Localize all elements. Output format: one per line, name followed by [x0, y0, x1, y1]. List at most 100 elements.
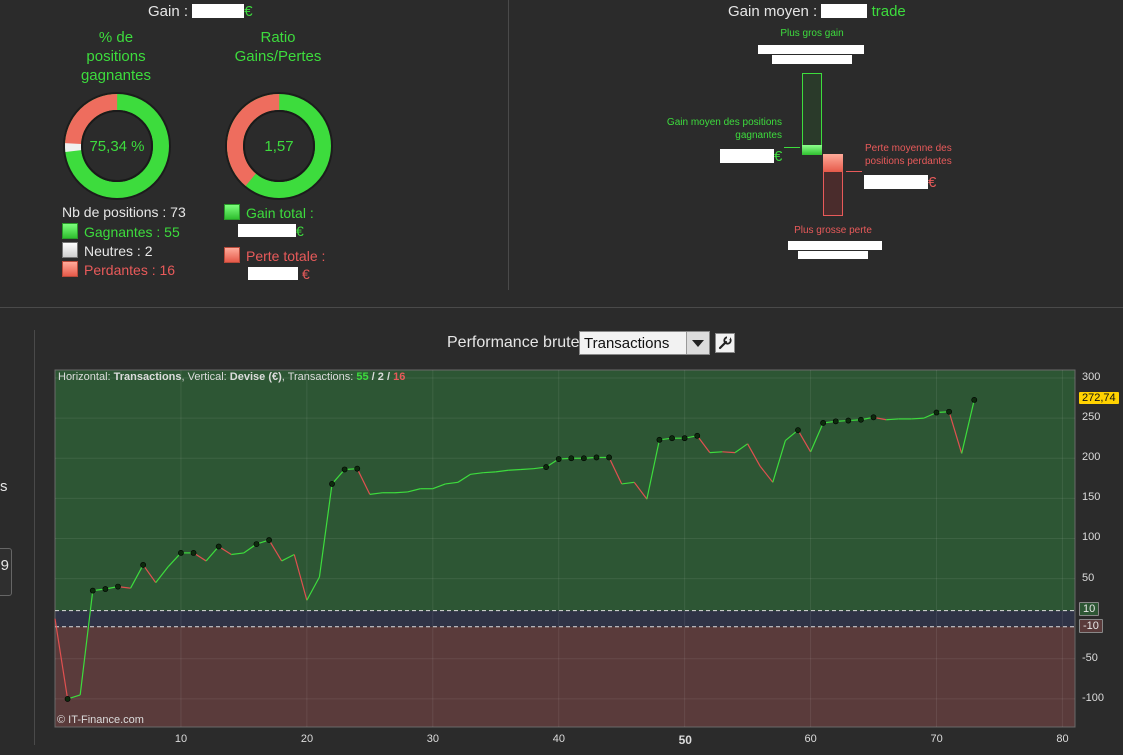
trade-marker [681, 435, 688, 442]
gain-arrow-icon [784, 147, 800, 148]
trade-marker [178, 550, 184, 556]
winning-swatch-icon [62, 223, 78, 239]
gain-total-currency: € [296, 223, 304, 239]
info-loss-count: 16 [393, 371, 406, 383]
equity-segment [722, 451, 736, 454]
negative-zone [55, 626, 1075, 727]
equity-segment [142, 564, 157, 583]
equity-segment [331, 469, 346, 485]
y-tick-label: 50 [1082, 571, 1095, 584]
x-tick-label: 60 [804, 733, 817, 745]
trade-marker [580, 455, 587, 462]
trade-marker [329, 481, 335, 487]
gain-moyen-positions-value: € [720, 148, 782, 165]
equity-segment [483, 471, 496, 474]
legend-winning: Gagnantes : 55 [62, 223, 180, 240]
gain-total-value: € [238, 223, 304, 239]
equity-segment [54, 618, 69, 700]
equity-segment [709, 451, 723, 454]
equity-segment [167, 552, 182, 567]
transactions-dropdown[interactable]: Transactions [579, 331, 710, 355]
perte-totale-currency: € [302, 266, 310, 282]
info-vertical-value: Devise (€) [229, 371, 282, 383]
trade-marker [870, 414, 877, 421]
plus-gros-gain-label: Plus gros gain [780, 28, 844, 39]
equity-segment [281, 553, 295, 562]
gain-moyen-positions-redacted [720, 149, 774, 163]
equity-segment [886, 418, 899, 421]
equity-segment [432, 483, 446, 490]
ratio-donut: 1,57 [225, 92, 333, 200]
equity-segment [759, 465, 774, 483]
losing-count: Perdantes : 16 [84, 262, 176, 278]
trade-marker [568, 455, 575, 462]
info-sep-2: / [383, 371, 394, 383]
equity-segment [318, 483, 333, 578]
gain-moyen-positions-currency: € [774, 148, 783, 165]
loss-bar-fill [823, 154, 843, 172]
equity-segment [961, 399, 975, 454]
gain-currency: € [244, 3, 253, 20]
gain-value-redacted [192, 4, 245, 18]
perte-moyenne-positions-redacted [864, 175, 928, 189]
equity-segment [445, 481, 459, 485]
equity-segment [508, 468, 521, 471]
y-tick-label: 200 [1082, 451, 1101, 464]
plot-frame [54, 369, 1076, 728]
trade-marker [694, 432, 701, 439]
chevron-down-icon[interactable] [686, 332, 709, 354]
trade-marker [190, 550, 197, 556]
trade-marker [606, 454, 612, 461]
equity-segment [231, 552, 244, 556]
equity-segment [911, 417, 924, 420]
pct-winning-value: 75,34 % [89, 138, 144, 155]
neutral-count: Neutres : 2 [84, 243, 153, 259]
trade-marker [971, 396, 978, 403]
legend-neutral: Neutres : 2 [62, 242, 152, 259]
donut-loss-arc [227, 94, 331, 198]
trade-marker [858, 416, 864, 423]
plus-gros-gain-redacted-2 [772, 55, 852, 64]
info-win-count: 55 [356, 371, 369, 383]
plus-grosse-perte-redacted [788, 241, 882, 250]
x-tick-label: 80 [1056, 733, 1069, 745]
x-tick-label: 30 [426, 733, 440, 745]
y-tick-label: -50 [1082, 651, 1098, 664]
trade-marker [933, 409, 940, 416]
gain-moyen-suffix: trade [871, 3, 906, 20]
y-tick-label: 300 [1082, 371, 1101, 384]
equity-segment [130, 564, 144, 589]
trade-marker [102, 586, 109, 592]
trade-marker [89, 587, 96, 594]
winning-count: Gagnantes : 55 [84, 224, 180, 240]
left-fragment-box-text: 9 [0, 557, 9, 574]
trade-marker [215, 543, 222, 550]
equity-segment [155, 566, 169, 583]
perte-moyenne-positions-currency: € [928, 174, 937, 191]
left-panel-divider [34, 330, 35, 745]
plus-grosse-perte-label: Plus grosse perte [794, 225, 872, 236]
equity-segment [608, 457, 623, 485]
left-fragment-box[interactable]: 9 [0, 548, 12, 596]
chart-info-line: Horizontal: Transactions, Vertical: Devi… [58, 371, 405, 383]
gain-total-label: Gain total : [246, 205, 314, 221]
equity-segment [407, 488, 421, 493]
info-horizontal-label: Horizontal: [58, 371, 114, 383]
x-tick-label: 50 [678, 733, 692, 747]
equity-segment [747, 443, 761, 467]
trade-marker [253, 541, 260, 547]
trade-marker [543, 464, 550, 470]
perte-totale-redacted [248, 267, 298, 280]
chart-title: Performance brute [447, 334, 580, 351]
loss-arrow-icon [846, 171, 862, 172]
gain-total-redacted [238, 224, 296, 237]
equity-segment [495, 469, 509, 473]
upper-band-tag: 10 [1079, 602, 1100, 616]
info-sep-1: / [368, 371, 378, 383]
trade-marker [832, 418, 839, 425]
trade-marker [669, 435, 675, 442]
wrench-settings-button[interactable] [715, 333, 735, 353]
y-tick-label: 150 [1082, 491, 1101, 504]
gain-bar-fill [802, 145, 822, 155]
